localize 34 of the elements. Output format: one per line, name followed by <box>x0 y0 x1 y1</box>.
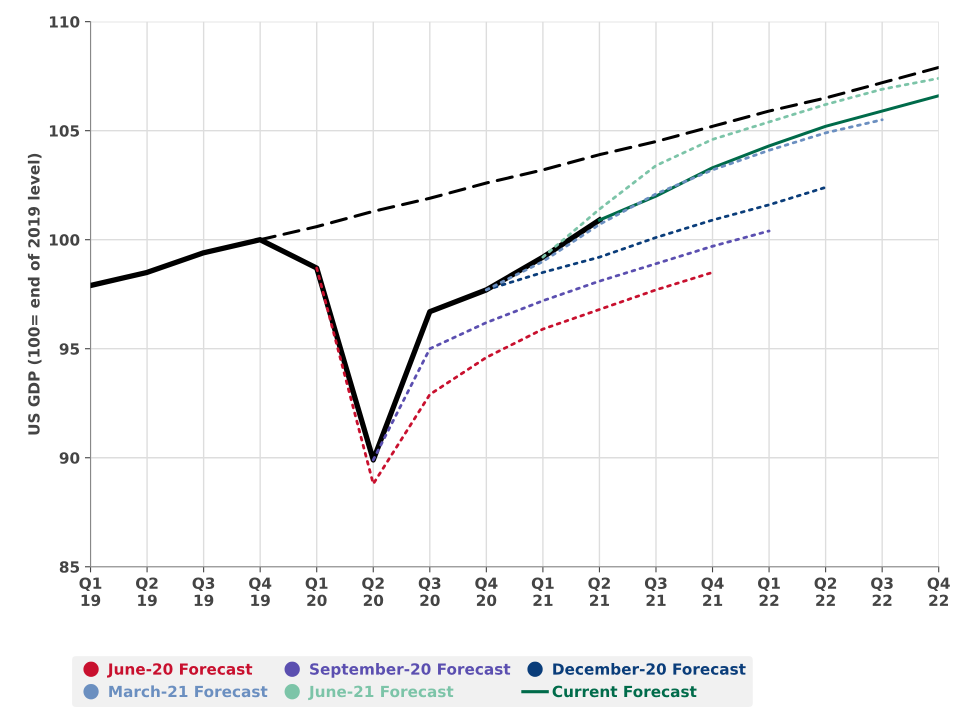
x-tick-label: Q1 21 <box>532 577 554 606</box>
x-tick-label: Q4 22 <box>928 577 950 606</box>
y-tick-label: 110 <box>50 16 80 28</box>
line-series <box>484 118 884 292</box>
legend-label: June-20 Forecast <box>107 663 252 678</box>
x-tick-label: Q1 19 <box>79 577 102 606</box>
legend-label: June-21 Forecast <box>308 686 454 700</box>
line-series <box>315 266 714 486</box>
y-tick-label: 90 <box>60 452 80 464</box>
line-series <box>542 76 939 259</box>
x-tick-label: Q2 19 <box>136 577 158 606</box>
x-tick-label: Q4 21 <box>701 577 724 606</box>
x-tick-label: Q2 20 <box>362 577 384 606</box>
line-series <box>484 186 828 292</box>
x-tick-label: Q3 20 <box>418 577 440 606</box>
x-tick-label: Q2 21 <box>588 577 610 606</box>
y-tick-label: 105 <box>50 125 80 137</box>
y-tick-label: 95 <box>60 343 80 355</box>
legend-label: September-20 Forecast <box>310 662 510 678</box>
x-tick-label: Q3 22 <box>871 577 893 606</box>
x-tick-label: Q2 22 <box>814 577 836 606</box>
x-tick-label: Q4 20 <box>475 577 498 606</box>
x-tick-label: Q4 19 <box>249 577 272 606</box>
x-tick-label: Q1 22 <box>758 577 780 606</box>
legend-label: March-21 Forecast <box>109 685 268 698</box>
y-tick-label: 85 <box>60 561 80 573</box>
legend-label: Current Forecast <box>552 686 697 698</box>
line-series <box>372 230 770 462</box>
x-tick-label: Q1 20 <box>306 577 328 606</box>
y-axis-title: US GDP (100= end of 2019 level) <box>28 154 42 435</box>
legend-label: December-20 Forecast <box>553 662 746 675</box>
y-tick-label: 100 <box>50 234 80 246</box>
x-tick-label: Q3 19 <box>192 577 214 606</box>
x-tick-label: Q3 21 <box>644 577 667 606</box>
